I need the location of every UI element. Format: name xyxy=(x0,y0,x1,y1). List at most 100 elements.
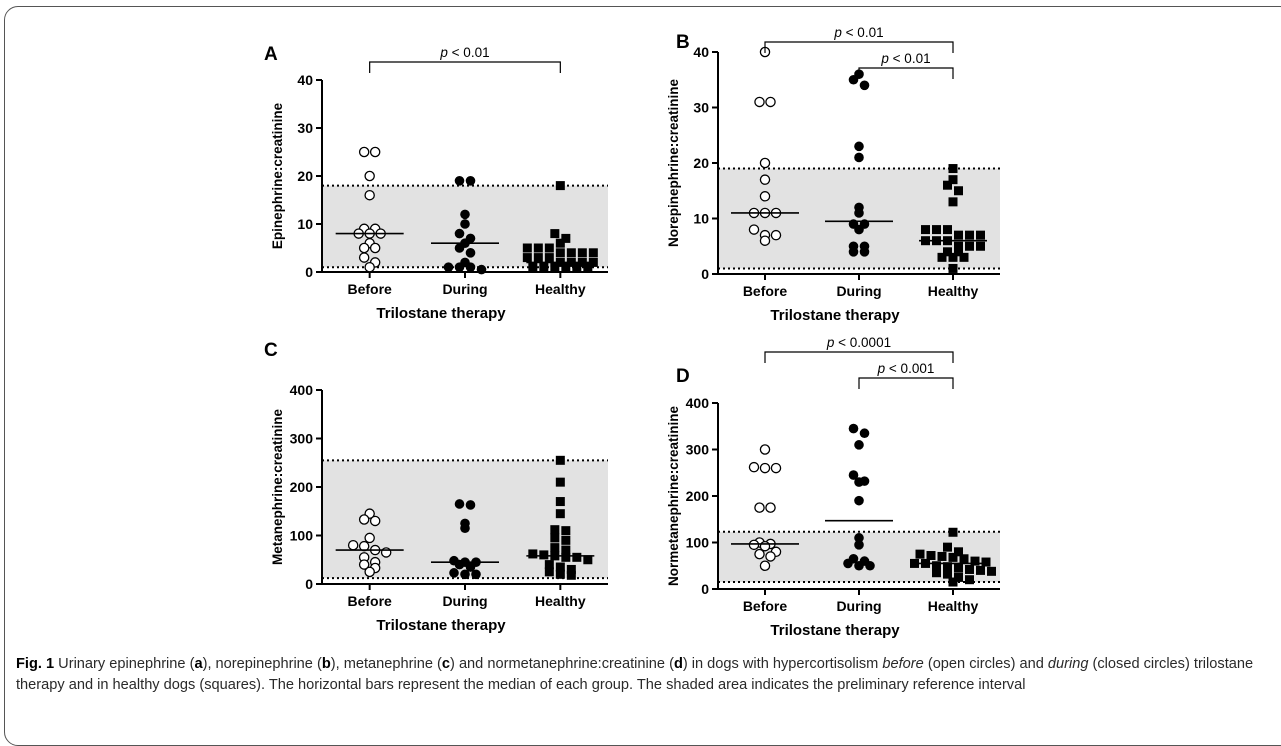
y-tick-label: 400 xyxy=(290,382,314,398)
p-value-label: p < 0.001 xyxy=(877,361,935,376)
data-point-during xyxy=(454,176,465,186)
panel-b: 0 10 20 30 40 Before During Healthy Trilostane t… xyxy=(666,25,1000,324)
panel-c: 0 100 200 300 400 Before During Healthy Trilosta… xyxy=(264,340,608,634)
x-axis-title: Trilostane therapy xyxy=(770,307,900,324)
data-point-during xyxy=(460,569,470,580)
caption-panel-c: c xyxy=(441,656,451,672)
p-symbol: p xyxy=(833,25,842,40)
panel-letter: D xyxy=(676,366,690,387)
x-axis-title: Trilostane therapy xyxy=(376,305,506,322)
caption-panel-a: a xyxy=(194,656,203,672)
panel-letter: C xyxy=(264,340,278,361)
figure-canvas: 0 10 20 30 40 Before During Healthy Trilostane t… xyxy=(264,25,1000,639)
p-value-text: < 0.0001 xyxy=(834,335,891,350)
data-point-during xyxy=(476,264,487,275)
data-point-healthy xyxy=(965,575,974,585)
y-axis-title: Metanephrine:creatinine xyxy=(270,408,285,565)
data-point-during xyxy=(454,243,465,253)
data-point-healthy xyxy=(943,247,952,257)
figure-caption: Fig. 1 Urinary epinephrine (a), norepine… xyxy=(16,654,1266,696)
data-point-healthy xyxy=(965,564,974,574)
data-point-during xyxy=(449,568,459,578)
data-point-healthy xyxy=(555,569,565,579)
data-point-before xyxy=(765,96,776,108)
y-tick-label: 30 xyxy=(693,100,709,116)
data-point-healthy xyxy=(948,263,958,273)
data-point-healthy xyxy=(959,554,969,564)
data-point-healthy xyxy=(522,253,532,263)
p-symbol: p xyxy=(439,45,448,60)
caption-panel-d: d xyxy=(673,656,683,672)
data-point-before xyxy=(759,157,771,169)
data-point-healthy xyxy=(550,525,560,535)
data-point-healthy xyxy=(550,543,560,553)
caption-text: Urinary epinephrine ( xyxy=(54,656,195,672)
data-point-before xyxy=(765,551,776,562)
data-point-healthy xyxy=(561,233,571,243)
y-tick-label: 20 xyxy=(693,155,709,171)
significance-bracket xyxy=(858,67,954,79)
data-point-healthy xyxy=(921,225,930,235)
data-point-healthy xyxy=(583,555,593,565)
data-point-healthy xyxy=(948,552,958,562)
data-point-healthy xyxy=(943,225,952,235)
y-axis-title: Epinephrine:creatinine xyxy=(270,102,285,249)
data-point-before xyxy=(759,560,771,572)
caption-text: (open circles) and xyxy=(923,656,1048,672)
data-point-during xyxy=(854,440,864,450)
p-symbol: p xyxy=(877,361,886,376)
data-point-healthy xyxy=(976,230,985,240)
data-point-before xyxy=(748,461,760,473)
data-point-during xyxy=(460,523,470,534)
data-point-healthy xyxy=(948,527,958,537)
data-point-healthy xyxy=(910,558,919,568)
data-point-before xyxy=(759,235,771,246)
y-tick-label: 40 xyxy=(297,72,313,88)
data-point-healthy xyxy=(555,238,565,248)
data-point-during xyxy=(854,208,864,218)
data-point-during xyxy=(465,262,476,273)
y-tick-label: 200 xyxy=(686,488,710,504)
data-point-during xyxy=(454,262,465,273)
data-point-before xyxy=(754,548,765,560)
y-tick-label: 0 xyxy=(701,581,709,597)
data-point-before xyxy=(369,242,381,254)
x-tick-label: During xyxy=(836,598,881,614)
y-tick-label: 10 xyxy=(693,211,709,227)
data-point-during xyxy=(865,560,875,571)
data-point-healthy xyxy=(555,181,565,191)
data-point-before xyxy=(358,242,370,254)
caption-text: (closed circles) trilostane therapy and … xyxy=(16,656,1254,693)
data-point-healthy xyxy=(561,262,571,272)
data-point-during xyxy=(848,74,859,85)
data-point-before xyxy=(770,229,782,241)
data-point-before xyxy=(358,146,370,158)
data-point-during xyxy=(859,247,870,257)
data-point-during xyxy=(854,560,864,571)
x-tick-label: Before xyxy=(743,283,788,299)
data-point-healthy xyxy=(588,248,598,258)
data-point-during xyxy=(465,248,476,258)
data-point-before xyxy=(759,462,771,474)
y-tick-label: 400 xyxy=(686,395,710,411)
data-point-healthy xyxy=(948,175,958,185)
data-point-healthy xyxy=(555,509,565,519)
data-point-healthy xyxy=(954,572,963,582)
data-point-before xyxy=(364,170,375,182)
data-point-healthy xyxy=(528,549,538,559)
x-tick-label: Healthy xyxy=(535,281,586,297)
data-point-during xyxy=(854,152,864,163)
x-tick-label: During xyxy=(442,281,487,297)
data-point-healthy xyxy=(522,243,532,253)
significance-bracket xyxy=(858,377,954,389)
data-point-healthy xyxy=(970,556,980,566)
data-point-during xyxy=(854,141,864,152)
data-point-healthy xyxy=(544,243,554,253)
data-point-healthy xyxy=(528,262,538,272)
panel-letter: A xyxy=(264,44,278,65)
p-value-text: < 0.01 xyxy=(842,25,884,40)
x-tick-label: Before xyxy=(743,598,788,614)
data-point-during xyxy=(854,224,864,235)
data-point-healthy xyxy=(932,561,941,571)
data-point-before xyxy=(759,444,771,455)
